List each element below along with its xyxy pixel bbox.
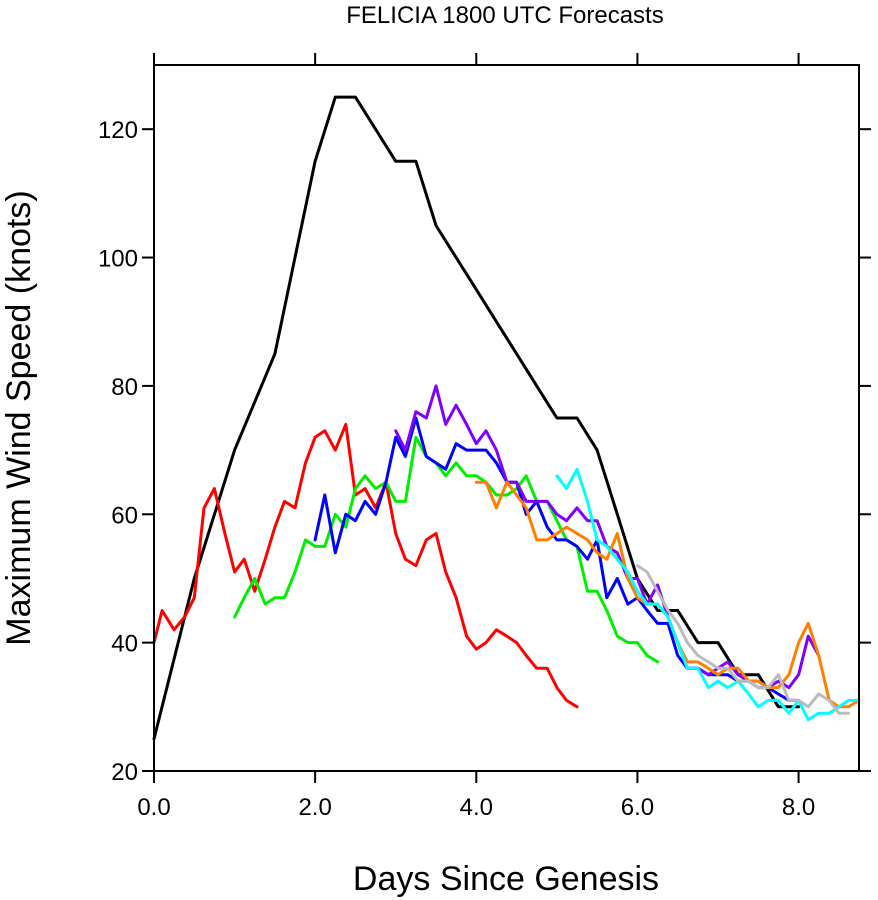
- plot-frame: [153, 64, 860, 772]
- series-layer: [152, 95, 861, 741]
- y-tick-label: 60: [111, 502, 138, 529]
- series-line-1: [152, 95, 801, 741]
- x-tick-label: 2.0: [298, 794, 331, 821]
- y-axis-title: Maximum Wind Speed (knots): [0, 190, 38, 645]
- x-tick-label: 4.0: [460, 794, 493, 821]
- x-tick-label: 6.0: [621, 794, 654, 821]
- y-tick-label: 120: [98, 117, 138, 144]
- y-tick-label: 40: [111, 631, 138, 658]
- series-line-2: [152, 422, 579, 709]
- y-tick-label: 20: [111, 759, 138, 786]
- y-tick-label: 100: [98, 246, 138, 273]
- y-tick-label: 80: [111, 374, 138, 401]
- ticks-layer: 0.0 2.0 4.0 6.0 8.0 20 40 60 80 100 120: [98, 53, 871, 821]
- x-axis-title: Days Since Genesis: [353, 860, 659, 898]
- x-tick-label: 8.0: [782, 794, 815, 821]
- series-line-3: [233, 435, 660, 664]
- chart-title: FELICIA 1800 UTC Forecasts: [346, 2, 663, 29]
- series-line-8: [635, 564, 850, 715]
- series-line-7: [555, 467, 861, 722]
- series-line-6: [474, 480, 861, 709]
- series-line-5: [394, 384, 821, 690]
- x-tick-label: 0.0: [137, 794, 170, 821]
